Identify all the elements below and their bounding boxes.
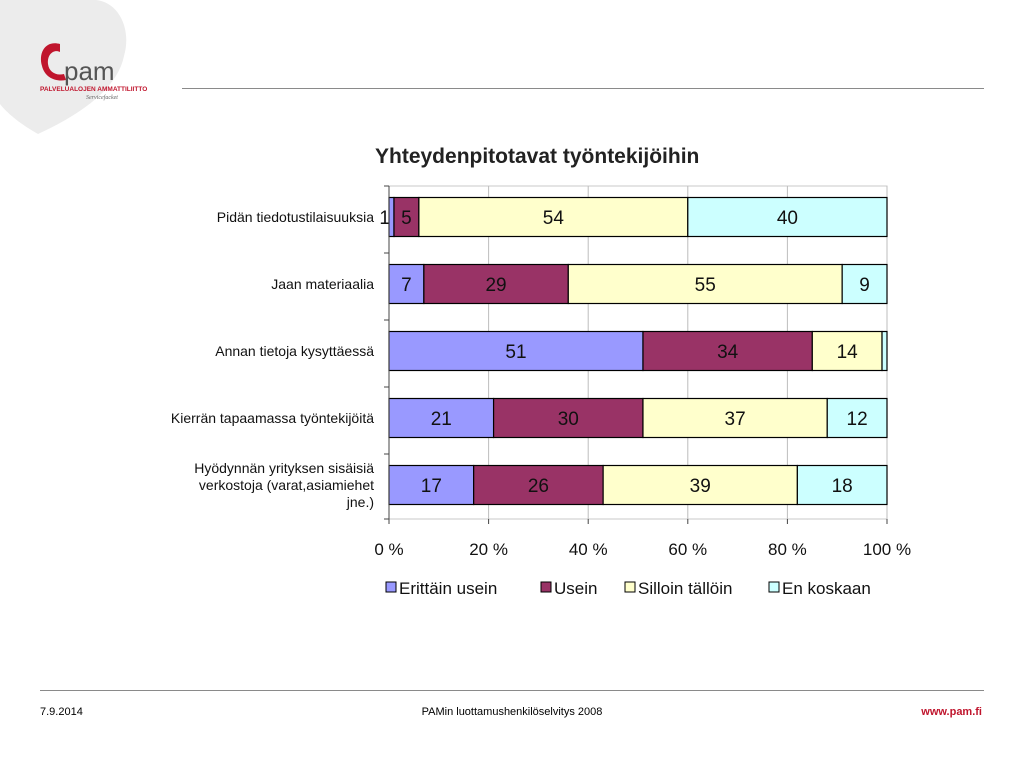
bar-segment (841, 263, 888, 305)
x-tick-label: 100 % (863, 540, 911, 559)
data-label: 14 (837, 342, 859, 363)
logo-brand-text: pam (64, 56, 115, 86)
data-label: 26 (528, 476, 549, 497)
bar-segment (388, 330, 644, 372)
logo-c-mark (40, 43, 66, 81)
category-label: Pidän tiedotustilaisuuksia (217, 209, 374, 225)
data-label: 5 (401, 208, 412, 229)
x-tick-label: 40 % (569, 540, 608, 559)
bar-segment (642, 397, 828, 439)
bar-segment (423, 263, 569, 305)
category-label: Annan tietoja kysyttäessä (215, 343, 374, 359)
data-label: 9 (859, 275, 870, 296)
bar-segment (826, 397, 888, 439)
x-tick-label: 20 % (469, 540, 508, 559)
chart-title: Yhteydenpitotavat työntekijöihin (375, 145, 699, 168)
legend-label: Silloin tällöin (638, 579, 733, 598)
legend-swatch (624, 581, 636, 593)
bar-segment (393, 196, 420, 238)
x-tick-label: 0 % (374, 540, 403, 559)
legend-swatch (385, 581, 397, 593)
category-label: Kierrän tapaamassa työntekijöitä (171, 410, 374, 426)
bar-segment (492, 397, 644, 439)
data-label: 34 (717, 342, 739, 363)
category-label: Hyödynnän yrityksen sisäisiä (194, 460, 374, 476)
data-label: 37 (725, 409, 746, 430)
legend-label: Usein (554, 579, 597, 598)
bar-segment (388, 397, 495, 439)
footer-date: 7.9.2014 (40, 706, 83, 718)
data-label: 40 (777, 208, 798, 229)
x-tick-label: 80 % (768, 540, 807, 559)
bar-segment (796, 464, 888, 506)
bar-segment (642, 330, 813, 372)
bar-segment (388, 263, 425, 305)
data-label: 55 (695, 275, 716, 296)
data-label: 17 (421, 476, 442, 497)
footer-divider (40, 690, 984, 691)
data-label: 51 (505, 342, 526, 363)
data-label: 39 (690, 476, 711, 497)
logo-tagline: Servicefacket (86, 94, 118, 101)
data-label: 30 (558, 409, 579, 430)
logo-heart-shape (0, 0, 127, 134)
bar-segment (567, 263, 843, 305)
data-label: 29 (485, 275, 506, 296)
legend-label: En koskaan (782, 579, 871, 598)
category-label: verkostoja (varat,asiamiehet (199, 477, 374, 493)
legend-label: Erittäin usein (399, 579, 497, 598)
legend-swatch (540, 581, 552, 593)
data-label: 18 (832, 476, 853, 497)
category-label: jne.) (346, 494, 374, 510)
data-label: 1 (379, 208, 390, 229)
data-label: 12 (847, 409, 868, 430)
x-tick-label: 60 % (668, 540, 707, 559)
data-label: 21 (431, 409, 452, 430)
pam-logo: pam PALVELUALOJEN AMMATTILIITTO Servicef… (0, 0, 180, 140)
legend-swatch (768, 581, 780, 593)
bar-segment (687, 196, 888, 238)
logo-org-name: PALVELUALOJEN AMMATTILIITTO (40, 86, 147, 93)
header-divider (182, 88, 984, 89)
data-label: 7 (401, 275, 412, 296)
category-label: Jaan materiaalia (271, 276, 374, 292)
bar-segment (881, 330, 888, 372)
data-label: 54 (543, 208, 565, 229)
footer-url-link[interactable]: www.pam.fi (921, 706, 982, 718)
stacked-bar-chart: Yhteydenpitotavat työntekijöihin 1 5 54 40 7… (171, 145, 911, 598)
bar-segment (602, 464, 798, 506)
footer-caption: PAMin luottamushenkilöselvitys 2008 (421, 706, 603, 718)
